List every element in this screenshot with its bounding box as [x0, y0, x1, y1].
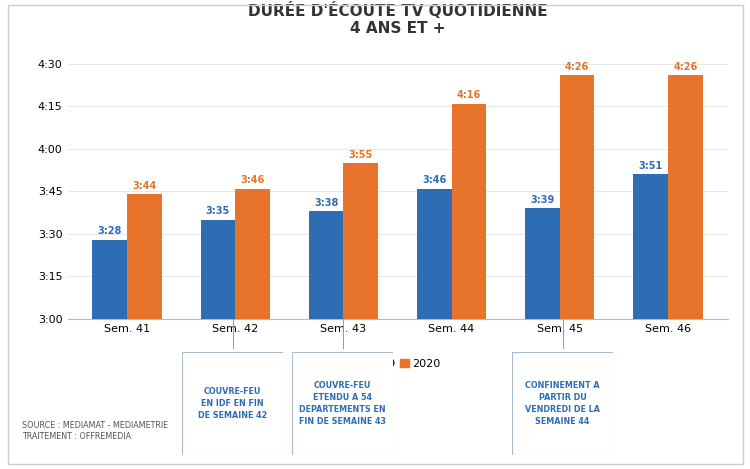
- Text: CONFINEMENT A
PARTIR DU
VENDREDI DE LA
SEMAINE 44: CONFINEMENT A PARTIR DU VENDREDI DE LA S…: [525, 381, 600, 426]
- Bar: [200, 220, 236, 319]
- Legend: 2019, 2020: 2019, 2020: [350, 354, 445, 373]
- Bar: [668, 75, 703, 319]
- Text: 3:39: 3:39: [530, 195, 554, 205]
- Bar: [525, 208, 560, 319]
- Text: SOURCE : MEDIAMAT - MEDIAMETRIE
TRAITEMENT : OFFREMEDIA: SOURCE : MEDIAMAT - MEDIAMETRIE TRAITEME…: [22, 422, 169, 441]
- Text: 3:51: 3:51: [638, 161, 663, 171]
- Bar: [633, 174, 668, 319]
- FancyBboxPatch shape: [182, 352, 283, 455]
- Bar: [452, 104, 486, 319]
- Text: 3:46: 3:46: [422, 175, 446, 185]
- Text: COUVRE-FEU
ETENDU A 54
DEPARTEMENTS EN
FIN DE SEMAINE 43: COUVRE-FEU ETENDU A 54 DEPARTEMENTS EN F…: [299, 381, 386, 426]
- Bar: [309, 211, 344, 319]
- Text: 3:28: 3:28: [98, 226, 122, 236]
- Text: COUVRE-FEU
EN IDF EN FIN
DE SEMAINE 42: COUVRE-FEU EN IDF EN FIN DE SEMAINE 42: [198, 386, 267, 420]
- Title: DURÉE D'ÉCOUTE TV QUOTIDIENNE
4 ANS ET +: DURÉE D'ÉCOUTE TV QUOTIDIENNE 4 ANS ET +: [248, 1, 548, 36]
- Text: 4:26: 4:26: [674, 62, 698, 72]
- Text: 4:16: 4:16: [457, 90, 481, 100]
- Text: 3:46: 3:46: [241, 175, 265, 185]
- Text: 3:38: 3:38: [314, 198, 338, 208]
- Text: 4:26: 4:26: [565, 62, 590, 72]
- Bar: [344, 163, 378, 319]
- Bar: [236, 189, 270, 319]
- Bar: [417, 189, 452, 319]
- FancyBboxPatch shape: [292, 352, 393, 455]
- Bar: [127, 194, 162, 319]
- Bar: [92, 240, 127, 319]
- Text: 3:55: 3:55: [349, 150, 373, 159]
- FancyBboxPatch shape: [512, 352, 613, 455]
- Text: 3:35: 3:35: [206, 206, 230, 216]
- Text: 3:44: 3:44: [132, 181, 157, 191]
- Bar: [560, 75, 595, 319]
